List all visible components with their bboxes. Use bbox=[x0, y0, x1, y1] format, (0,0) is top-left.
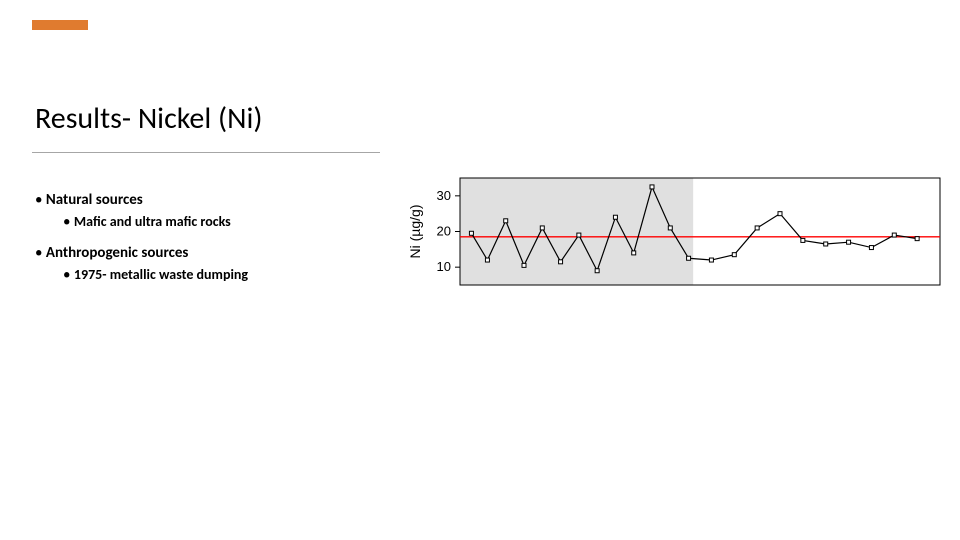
svg-text:30: 30 bbox=[437, 188, 451, 203]
svg-text:10: 10 bbox=[437, 259, 451, 274]
bullet-label: Natural sources bbox=[46, 191, 143, 209]
bullet-label: Anthropogenic sources bbox=[46, 244, 189, 262]
nickel-chart: 10 20 30 Ni (µg/g) bbox=[405, 170, 950, 325]
slide-title: Results- Nickel (Ni) bbox=[35, 100, 262, 137]
bullet-list: Natural sources Mafic and ultra mafic ro… bbox=[35, 190, 248, 295]
svg-text:Ni (µg/g): Ni (µg/g) bbox=[407, 205, 423, 259]
list-item: Mafic and ultra mafic rocks bbox=[63, 212, 248, 232]
bullet-label: 1975- metallic waste dumping bbox=[74, 266, 248, 283]
list-item: Anthropogenic sources 1975- metallic was… bbox=[35, 243, 248, 286]
svg-text:20: 20 bbox=[437, 224, 451, 239]
list-item: Natural sources Mafic and ultra mafic ro… bbox=[35, 190, 248, 233]
title-underline bbox=[32, 152, 380, 153]
bullet-label: Mafic and ultra mafic rocks bbox=[74, 213, 231, 230]
accent-bar bbox=[32, 20, 88, 30]
list-item: 1975- metallic waste dumping bbox=[63, 265, 248, 285]
